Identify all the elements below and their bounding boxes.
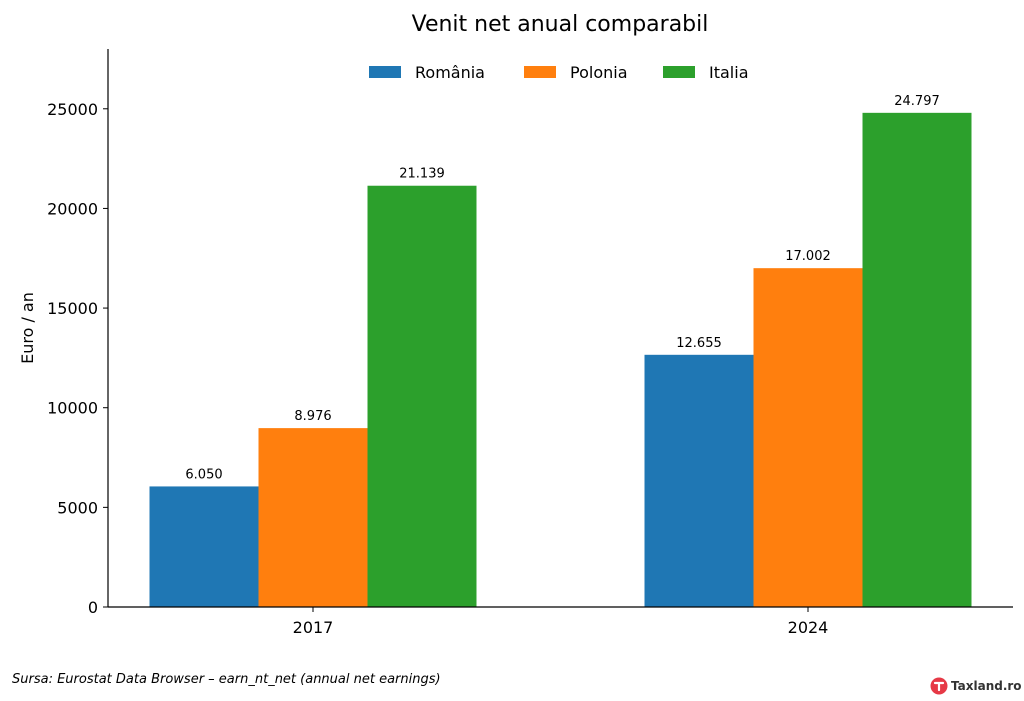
bar-romnia-2017 [149,486,259,607]
y-axis-label: Euro / an [18,292,37,364]
y-axis-ticks: 0 5000 10000 15000 20000 25000 [47,100,108,617]
legend-swatch [663,66,695,78]
x-axis-ticks: 2017 2024 [293,607,829,637]
bar-italia-2017 [367,185,477,608]
bar-value-label: 8.976 [294,409,331,424]
legend-label: România [415,63,485,82]
y-tick-label: 0 [88,598,98,617]
legend-swatch [369,66,401,78]
source-note: Sursa: Eurostat Data Browser – earn_nt_n… [12,672,441,687]
legend-label: Italia [709,63,749,82]
bar-italia-2024 [862,112,972,608]
bar-value-labels: 6.050 8.976 21.139 12.655 17.002 24.797 [185,94,939,483]
legend-swatch [524,66,556,78]
brand-mark[interactable]: Taxland.ro [930,677,1022,695]
bars [149,112,972,608]
bar-romnia-2024 [644,354,754,607]
bar-value-label: 6.050 [185,467,222,482]
bar-polonia-2017 [258,428,368,607]
bar-value-label: 17.002 [785,249,831,264]
bar-polonia-2024 [753,268,863,607]
y-tick-label: 20000 [47,199,98,218]
y-tick-label: 25000 [47,100,98,119]
y-tick-label: 10000 [47,399,98,418]
y-tick-label: 15000 [47,299,98,318]
brand-name: Taxland.ro [951,679,1022,693]
y-tick-label: 5000 [57,498,98,517]
bar-value-label: 24.797 [894,94,940,109]
legend-label: Polonia [570,63,628,82]
legend: România Polonia Italia [369,63,749,82]
bar-value-label: 21.139 [399,167,445,182]
x-tick-label: 2024 [788,618,829,637]
bar-chart: Venit net anual comparabil Euro / an 0 50… [18,12,1013,637]
taxland-logo-icon [930,677,948,695]
bar-value-label: 12.655 [676,336,722,351]
x-tick-label: 2017 [293,618,334,637]
chart-title: Venit net anual comparabil [412,12,709,37]
